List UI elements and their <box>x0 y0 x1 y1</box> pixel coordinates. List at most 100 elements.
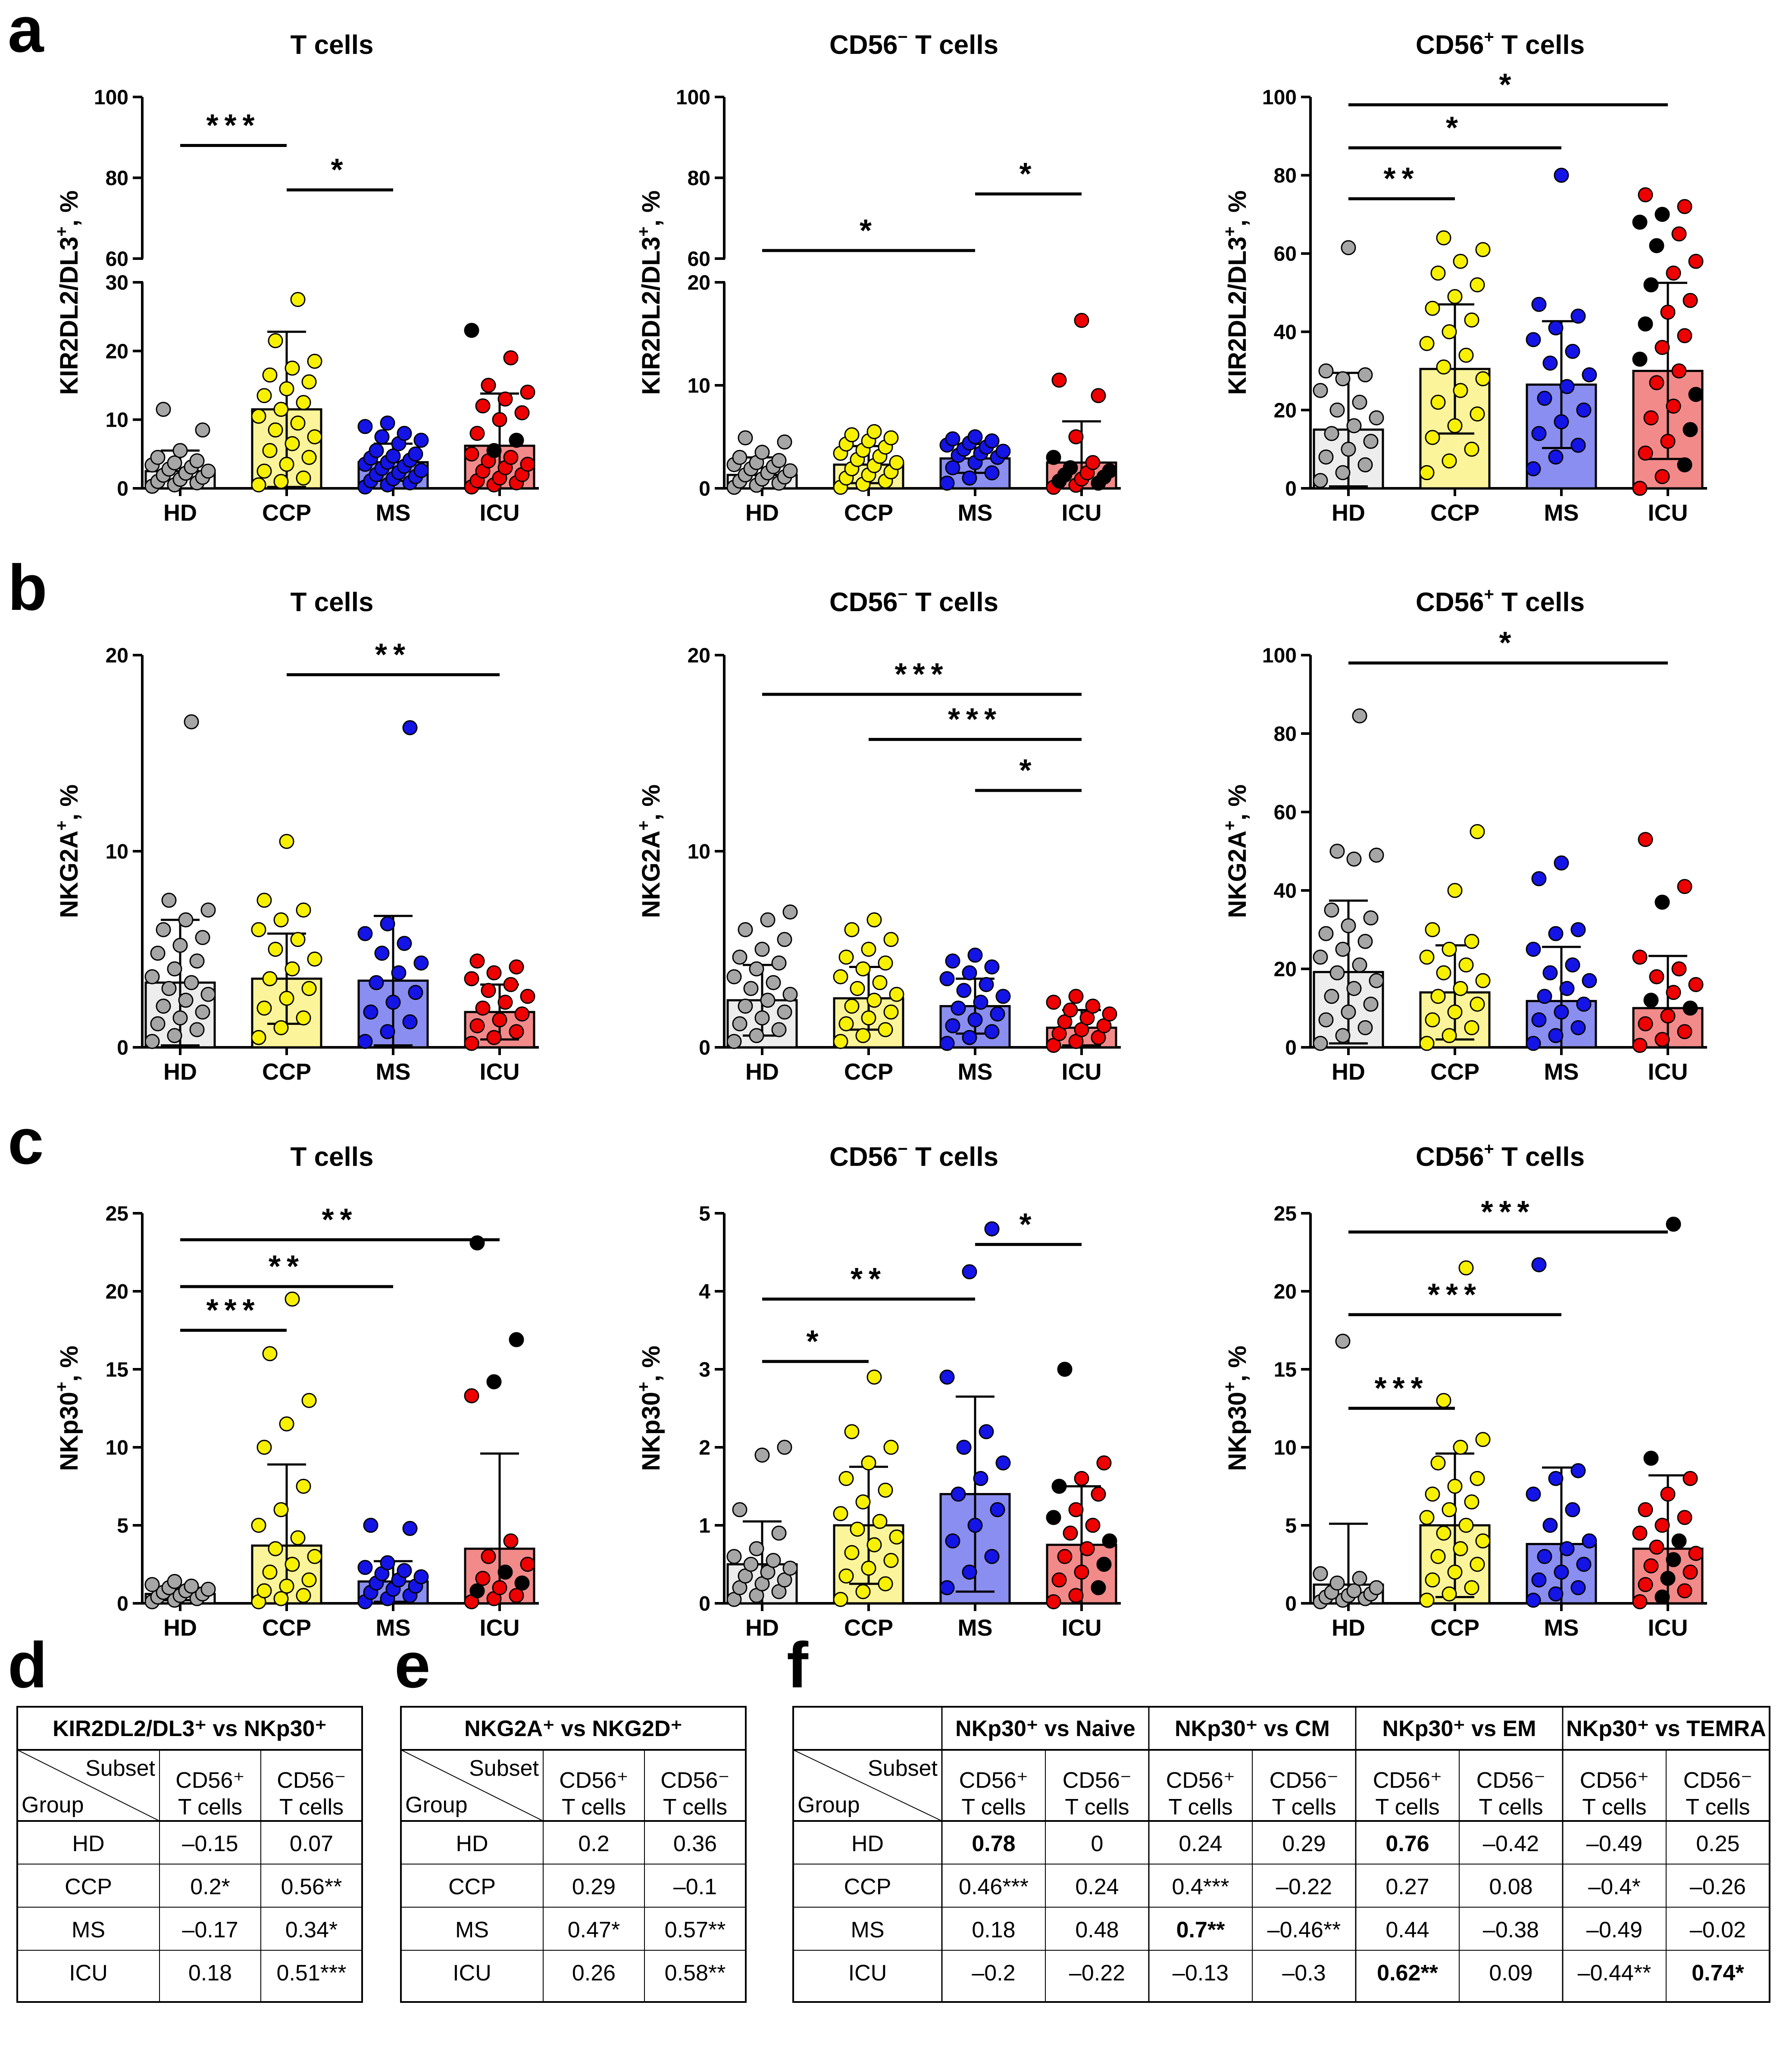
data-point-HD <box>178 993 194 1008</box>
data-point-MS <box>1570 1580 1586 1596</box>
data-point-ICU <box>486 443 502 458</box>
data-point-MS <box>357 1560 373 1575</box>
table-cell-line: 0.34* <box>285 1918 338 1943</box>
y-tick-label: 100 <box>676 86 710 109</box>
data-point-HD <box>184 975 199 990</box>
y-tick-label: 80 <box>1274 165 1297 187</box>
data-point-ICU <box>1046 1510 1061 1525</box>
data-point-ICU <box>486 1030 502 1045</box>
data-point-MS <box>374 429 390 444</box>
data-point-CCP <box>838 949 854 965</box>
data-point-MS <box>391 965 407 981</box>
y-axis-label-main: KIR2DL2/DL3 <box>1223 237 1251 395</box>
data-point-HD <box>1324 989 1339 1004</box>
significance-label: ** <box>322 1203 358 1237</box>
data-point-MS <box>363 1518 378 1533</box>
data-point-MS <box>995 989 1011 1004</box>
chart-title: CD56+ T cells <box>1416 28 1585 60</box>
data-point-MS <box>945 953 960 969</box>
data-point-HD <box>760 993 776 1008</box>
data-point-CCP <box>866 912 882 928</box>
data-point-HD <box>1369 410 1384 426</box>
column-header-line: CD56⁺ <box>175 1768 244 1793</box>
data-point-ICU <box>469 1583 485 1599</box>
data-point-CCP <box>301 450 317 465</box>
data-point-HD <box>200 987 216 1002</box>
y-tick-label: 0 <box>1285 1593 1297 1615</box>
data-point-CCP <box>256 1000 272 1016</box>
table-cell: –0.49 <box>1586 1918 1642 1943</box>
column-header-line: CD56⁺ <box>1373 1768 1442 1793</box>
data-point-MS <box>1570 1463 1586 1478</box>
data-point-MS <box>1531 1257 1547 1272</box>
data-point-ICU <box>1632 949 1648 965</box>
table-cell-line: 0.48 <box>1075 1918 1119 1943</box>
data-point-HD <box>195 422 210 438</box>
data-point-CCP <box>1470 824 1485 839</box>
chart-title-tail: T cells <box>1494 587 1585 617</box>
data-point-HD <box>738 430 753 446</box>
data-point-ICU <box>1683 1565 1698 1580</box>
data-point-CCP <box>285 1557 300 1572</box>
significance-label: * <box>860 213 878 248</box>
x-tick-label-MS: MS <box>1544 500 1579 526</box>
data-point-CCP <box>866 424 882 440</box>
data-point-ICU <box>1051 1479 1067 1494</box>
data-point-HD <box>754 942 770 957</box>
data-point-HD <box>1346 418 1362 434</box>
y-axis-label: NKG2A+, % <box>1220 784 1251 918</box>
data-point-MS <box>380 415 395 431</box>
x-tick-label-MS: MS <box>376 1615 411 1641</box>
data-point-ICU <box>1654 340 1670 355</box>
table-cell: HD <box>456 1831 488 1856</box>
chart-title-main: T cells <box>291 30 374 60</box>
data-point-CCP <box>838 1471 854 1486</box>
table-cell: HD <box>72 1831 104 1856</box>
table-cell-line: –0.49 <box>1586 1831 1642 1856</box>
table-cell-line: ICU <box>69 1961 108 1986</box>
chart-title-main: CD56 <box>829 587 898 617</box>
y-tick-label: 10 <box>106 840 128 863</box>
chart-b1: 0 10 20 T cells NKG2A+, % HD CCP MS ICU ** <box>52 587 539 1085</box>
y-tick-label: 80 <box>1274 723 1297 746</box>
data-point-CCP <box>878 1022 893 1037</box>
column-header-line: T cells <box>1272 1795 1336 1820</box>
data-point-ICU <box>1666 1552 1681 1568</box>
data-point-MS <box>1582 1533 1597 1549</box>
data-point-CCP <box>1447 1565 1463 1580</box>
data-point-HD <box>1335 1028 1351 1043</box>
table-cell: ICU <box>848 1961 887 1986</box>
significance-label: * <box>1499 626 1517 660</box>
column-header-line: T cells <box>1065 1795 1129 1820</box>
data-point-HD <box>743 981 759 996</box>
data-point-CCP <box>1453 981 1468 996</box>
data-point-CCP <box>251 477 266 493</box>
column-header-line: CD56⁻ <box>1683 1768 1752 1793</box>
data-point-HD <box>189 953 205 969</box>
table-cell-line: HD <box>456 1831 488 1856</box>
x-tick-label-ICU: ICU <box>1062 1615 1102 1641</box>
data-point-CCP <box>1419 1510 1435 1525</box>
data-point-HD <box>760 912 776 928</box>
data-point-CCP <box>883 1552 899 1568</box>
data-point-ICU <box>1638 1502 1653 1518</box>
data-point-ICU <box>1074 312 1089 328</box>
data-point-MS <box>1531 871 1547 887</box>
table-cell: –0.17 <box>182 1918 238 1943</box>
table-cell-line: HD <box>72 1831 104 1856</box>
data-point-CCP <box>866 1537 882 1552</box>
y-axis-label-main: NKp30 <box>1223 1392 1251 1471</box>
chart-title-main: CD56 <box>829 1142 898 1172</box>
y-axis-label: NKp30+, % <box>634 1346 665 1471</box>
group-label: Group <box>797 1793 860 1818</box>
x-tick-label-MS: MS <box>958 500 993 526</box>
data-point-ICU <box>520 1557 535 1572</box>
data-point-HD <box>1313 383 1328 398</box>
table-cell-line: 0 <box>1091 1831 1104 1856</box>
table-cell: –0.02 <box>1690 1918 1746 1943</box>
column-header: CD56⁻ T cells <box>660 1768 729 1820</box>
data-point-CCP <box>1458 347 1474 363</box>
